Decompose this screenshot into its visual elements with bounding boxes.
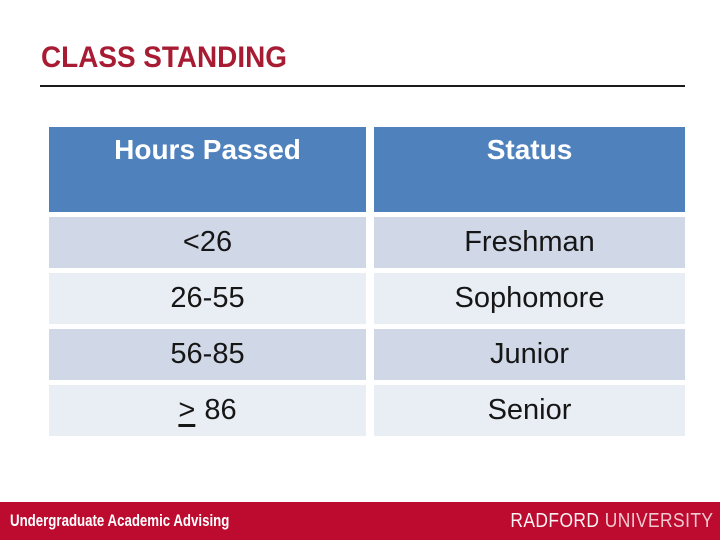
brand-word-university: UNIVERSITY: [604, 509, 713, 532]
class-standing-table: Hours Passed Status <26 Freshman 26-55 S…: [49, 127, 685, 436]
footer-bar: Undergraduate Academic Advising RADFORD …: [0, 502, 720, 540]
footer-department-label: Undergraduate Academic Advising: [10, 511, 230, 530]
hours-value: 86: [204, 393, 237, 426]
table-cell-status: Freshman: [374, 217, 685, 268]
title-underline-rule: [40, 85, 685, 87]
table-cell-status: Senior: [374, 385, 685, 436]
brand-word-radford: RADFORD: [509, 509, 599, 532]
greater-than-underlined: >: [178, 393, 196, 426]
table-cell-hours: 26-55: [49, 273, 366, 324]
table-cell-hours: 56-85: [49, 329, 366, 380]
table-cell-hours: <26: [49, 217, 366, 268]
column-header-status: Status: [374, 127, 685, 212]
radford-university-wordmark: RADFORD UNIVERSITY: [510, 510, 713, 533]
column-header-hours-passed: Hours Passed: [49, 127, 366, 212]
table-cell-status: Sophomore: [374, 273, 685, 324]
table-cell-status: Junior: [374, 329, 685, 380]
table-cell-hours: > 86: [49, 385, 366, 436]
page-title: CLASS STANDING: [41, 41, 287, 74]
